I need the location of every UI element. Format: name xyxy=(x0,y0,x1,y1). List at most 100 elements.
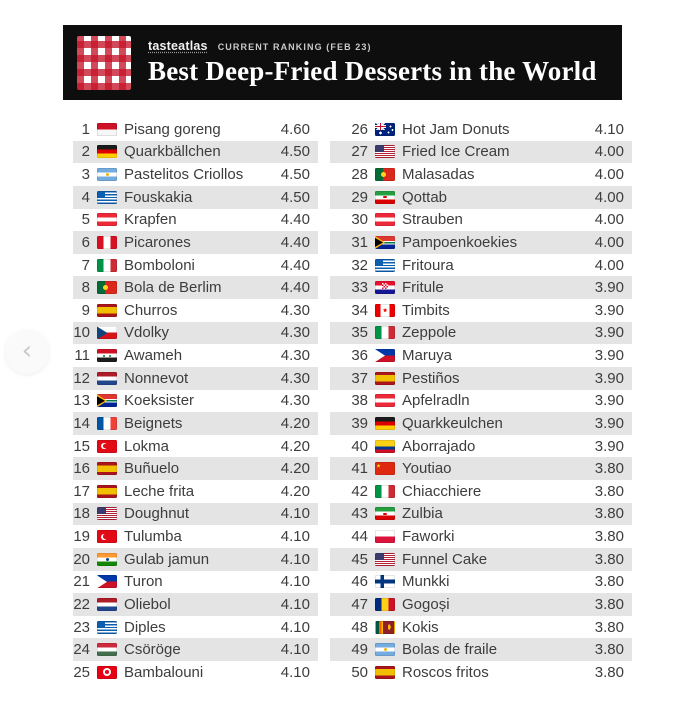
dessert-name: Fouskakia xyxy=(124,188,193,206)
flag-syria-icon xyxy=(97,349,117,363)
dessert-name: Oliebol xyxy=(124,595,171,613)
score-value: 4.20 xyxy=(280,482,310,500)
table-row: 44 Faworki 3.80 xyxy=(330,525,632,548)
ranking-column-left: 1 Pisang goreng 4.60 2 Quarkbällchen 4.50 3 Pas… xyxy=(73,118,318,684)
score-value: 3.90 xyxy=(594,347,624,365)
score-value: 4.50 xyxy=(280,188,310,206)
table-row: 2 Quarkbällchen 4.50 xyxy=(73,140,318,164)
score-value: 4.20 xyxy=(280,414,310,432)
header-text: tasteatlas CURRENT RANKING (FEB 23) Best… xyxy=(148,39,597,87)
score-value: 4.10 xyxy=(280,595,310,613)
table-row: 45 Funnel Cake 3.80 xyxy=(330,547,632,571)
score-value: 4.50 xyxy=(280,166,310,184)
rank-number: 5 xyxy=(81,211,90,229)
table-row: 46 Munkki 3.80 xyxy=(330,571,632,594)
rank-number: 15 xyxy=(73,437,90,455)
rank-number: 23 xyxy=(73,618,90,636)
rank-number: 42 xyxy=(351,482,368,500)
dessert-name: Tulumba xyxy=(124,528,182,546)
rank-number: 36 xyxy=(351,347,368,365)
table-row: 16 Buñuelo 4.20 xyxy=(73,457,318,480)
rank-number: 20 xyxy=(73,550,90,568)
score-value: 4.10 xyxy=(280,573,310,591)
ranking-list: 1 Pisang goreng 4.60 2 Quarkbällchen 4.50 3 Pas… xyxy=(73,118,632,684)
dessert-name: Zulbia xyxy=(402,505,443,523)
score-value: 4.00 xyxy=(594,166,624,184)
table-row: 33 Fritule 3.90 xyxy=(330,276,632,299)
flag-germany-icon xyxy=(375,416,395,430)
dessert-name: Bambalouni xyxy=(124,663,204,681)
table-row: 11 Awameh 4.30 xyxy=(73,344,318,367)
score-value: 4.00 xyxy=(594,211,624,229)
rank-number: 44 xyxy=(351,528,368,546)
score-value: 4.10 xyxy=(280,550,310,568)
carousel-prev-button[interactable]: ‹ xyxy=(5,330,49,374)
table-row: 50 Roscos fritos 3.80 xyxy=(330,661,632,684)
dessert-name: Kokis xyxy=(402,618,439,636)
score-value: 4.00 xyxy=(594,233,624,251)
score-value: 4.10 xyxy=(280,528,310,546)
rank-number: 2 xyxy=(81,143,90,161)
table-row: 10 Vdolky 4.30 xyxy=(73,321,318,345)
rank-number: 43 xyxy=(351,505,368,523)
rank-number: 17 xyxy=(73,482,90,500)
flag-spain-icon xyxy=(97,462,117,476)
rank-number: 1 xyxy=(81,120,90,138)
score-value: 4.40 xyxy=(280,233,310,251)
flag-philippines-icon xyxy=(97,575,117,589)
rank-number: 19 xyxy=(73,528,90,546)
score-value: 4.20 xyxy=(280,460,310,478)
flag-austria-icon xyxy=(375,213,395,227)
score-value: 3.80 xyxy=(594,595,624,613)
score-value: 3.90 xyxy=(594,414,624,432)
ranking-date-label: CURRENT RANKING (FEB 23) xyxy=(217,41,372,52)
dessert-name: Nonnevot xyxy=(124,369,189,387)
score-value: 3.80 xyxy=(594,663,624,681)
rank-number: 6 xyxy=(81,233,90,251)
flag-czechia-icon xyxy=(97,326,117,340)
flag-usa-icon xyxy=(97,507,117,521)
flag-greece-icon xyxy=(97,620,117,634)
flag-south-africa-icon xyxy=(375,235,395,249)
rank-number: 48 xyxy=(351,618,368,636)
score-value: 4.30 xyxy=(280,392,310,410)
dessert-name: Beignets xyxy=(124,414,183,432)
rank-number: 3 xyxy=(81,166,90,184)
dessert-name: Fried Ice Cream xyxy=(402,143,510,161)
flag-italy-icon xyxy=(375,484,395,498)
table-row: 13 Koeksister 4.30 xyxy=(73,390,318,413)
table-row: 12 Nonnevot 4.30 xyxy=(73,366,318,390)
rank-number: 30 xyxy=(351,211,368,229)
flag-netherlands-icon xyxy=(97,597,117,611)
score-value: 3.80 xyxy=(594,573,624,591)
flag-netherlands-icon xyxy=(97,371,117,385)
flag-philippines-icon xyxy=(375,349,395,363)
flag-austria-icon xyxy=(97,213,117,227)
score-value: 4.20 xyxy=(280,437,310,455)
table-row: 20 Gulab jamun 4.10 xyxy=(73,547,318,571)
table-row: 6 Picarones 4.40 xyxy=(73,231,318,254)
score-value: 3.80 xyxy=(594,528,624,546)
table-row: 7 Bomboloni 4.40 xyxy=(73,254,318,277)
score-value: 3.80 xyxy=(594,550,624,568)
flag-greece-icon xyxy=(375,258,395,272)
score-value: 4.30 xyxy=(280,369,310,387)
score-value: 4.30 xyxy=(280,324,310,342)
dessert-name: Koeksister xyxy=(124,392,195,410)
rank-number: 7 xyxy=(81,256,90,274)
rank-number: 46 xyxy=(351,573,368,591)
score-value: 4.00 xyxy=(594,188,624,206)
dessert-name: Pampoenkoekies xyxy=(402,233,518,251)
dessert-name: Fritule xyxy=(402,279,444,297)
dessert-name: Gogoși xyxy=(402,595,450,613)
dessert-name: Strauben xyxy=(402,211,463,229)
score-value: 4.10 xyxy=(280,618,310,636)
rank-number: 28 xyxy=(351,166,368,184)
flag-tunisia-icon xyxy=(97,665,117,679)
dessert-name: Churros xyxy=(124,301,178,319)
score-value: 3.80 xyxy=(594,482,624,500)
table-row: 1 Pisang goreng 4.60 xyxy=(73,118,318,141)
table-row: 23 Diples 4.10 xyxy=(73,616,318,639)
flag-romania-icon xyxy=(375,597,395,611)
dessert-name: Doughnut xyxy=(124,505,190,523)
